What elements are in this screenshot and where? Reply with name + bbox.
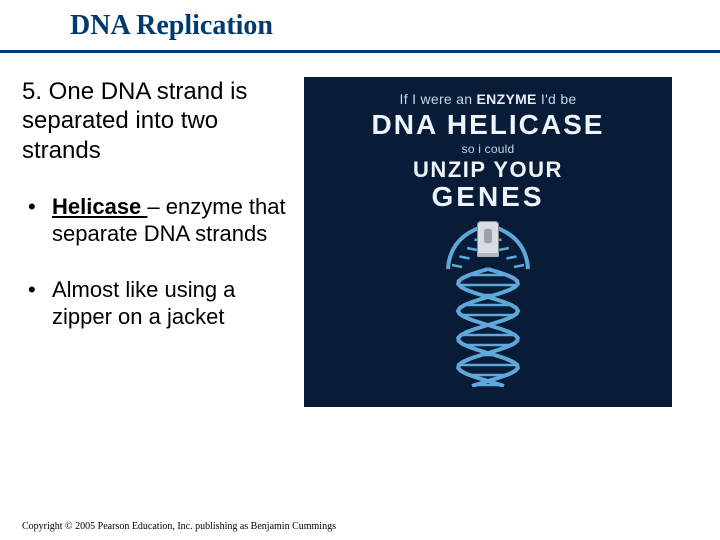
bullet-helicase: • Helicase – enzyme that separate DNA st…	[22, 193, 292, 248]
graphic-line-4: UNZIP YOUR	[413, 157, 563, 183]
g1a: If I were an	[400, 91, 477, 107]
content-area: 5. One DNA strand is separated into two …	[0, 53, 720, 407]
graphic-line-1: If I were an ENZYME I'd be	[400, 91, 577, 107]
zipper-icon	[477, 221, 499, 257]
g1b: ENZYME	[477, 91, 537, 107]
helicase-graphic: If I were an ENZYME I'd be DNA HELICASE …	[304, 77, 672, 407]
point-5-text: 5. One DNA strand is separated into two …	[22, 77, 292, 165]
graphic-line-3: so i could	[462, 142, 515, 156]
dash: –	[147, 194, 165, 219]
graphic-line-5: GENES	[431, 181, 544, 213]
bullet-body: Helicase – enzyme that separate DNA stra…	[52, 193, 292, 248]
zipper-analogy: Almost like using a zipper on a jacket	[52, 276, 292, 331]
copyright-footer: Copyright © 2005 Pearson Education, Inc.…	[22, 521, 336, 532]
text-column: 5. One DNA strand is separated into two …	[22, 77, 292, 407]
dna-illustration	[418, 217, 558, 407]
bullet-marker: •	[22, 276, 52, 331]
g1c: I'd be	[537, 91, 577, 107]
title-bar: DNA Replication	[0, 0, 720, 53]
bullet-marker: •	[22, 193, 52, 248]
bullet-zipper: • Almost like using a zipper on a jacket	[22, 276, 292, 331]
term-helicase: Helicase	[52, 194, 147, 219]
graphic-line-2: DNA HELICASE	[372, 109, 605, 141]
slide-title: DNA Replication	[70, 10, 720, 42]
